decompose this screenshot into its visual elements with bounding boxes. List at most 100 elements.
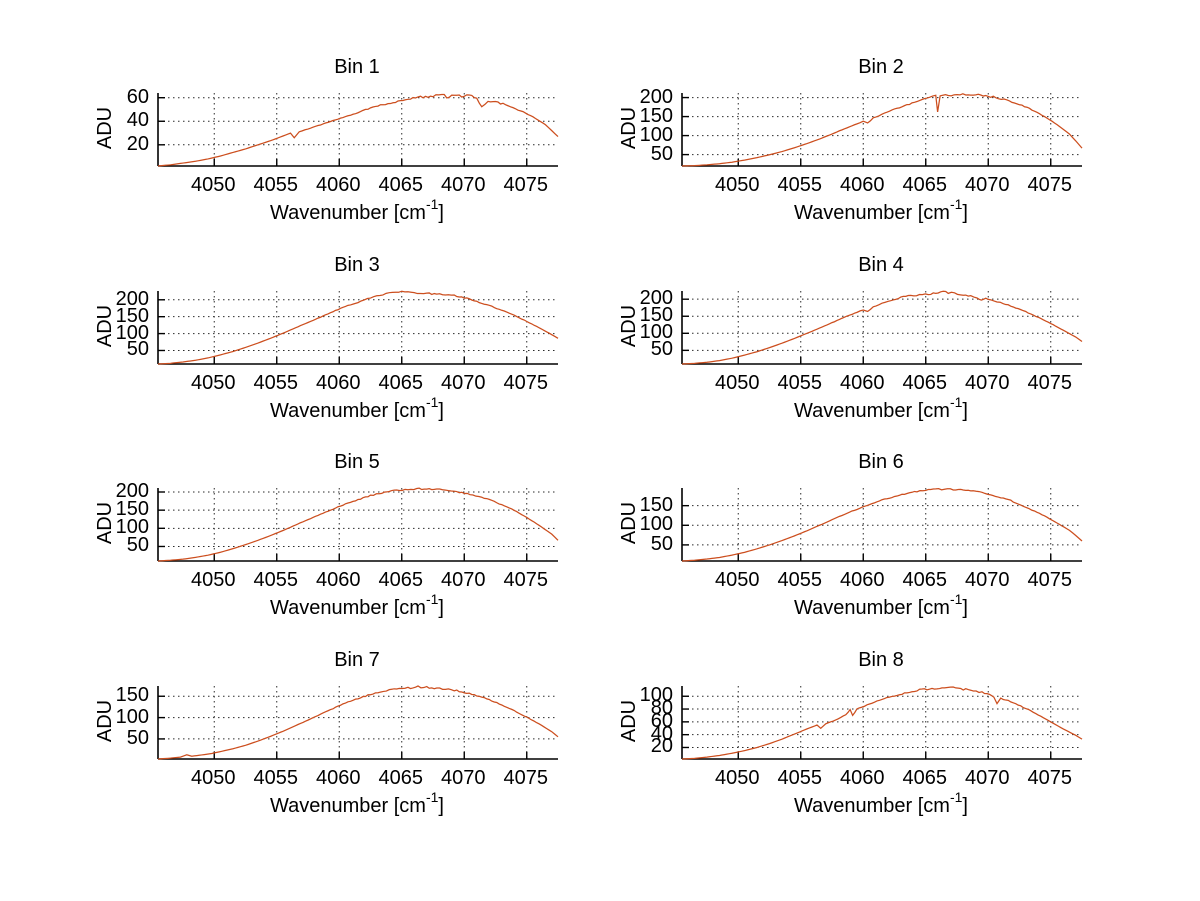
plot-area <box>681 290 1083 365</box>
x-axis-label-exponent: -1 <box>425 394 439 411</box>
x-tick-label: 4065 <box>902 767 948 789</box>
y-tick-label: 150 <box>639 493 673 516</box>
x-tick-labels: 4050 4055 4060 4065 4070 4075 <box>681 371 1081 395</box>
y-tick-label: 50 <box>126 726 149 749</box>
y-tick-label: 50 <box>650 142 673 165</box>
y-tick-label: 40 <box>650 722 673 745</box>
x-tick-label: 4055 <box>777 767 823 789</box>
x-tick-label: 4055 <box>777 174 823 196</box>
y-tick-label: 50 <box>126 338 149 361</box>
chart-title: Bin 8 <box>858 649 904 671</box>
y-tick-label: 20 <box>126 132 149 155</box>
subplot-bin-2: Bin 2 ADU 50 100 150 200 4050 4055 4060 4065 40… <box>561 52 1101 224</box>
x-axis-label-bracket: ] <box>438 400 444 422</box>
x-axis-label-exponent: -1 <box>425 591 439 608</box>
y-tick-labels: 50 100 150 200 <box>561 287 673 363</box>
x-tick-label: 4070 <box>441 767 486 789</box>
y-tick-label: 20 <box>650 735 673 758</box>
spectrum-line <box>157 487 559 562</box>
subplot-bin-6: Bin 6 ADU 50 100 150 4050 4055 4060 4065 4070 4… <box>561 447 1101 619</box>
chart-title: Bin 2 <box>858 56 904 78</box>
x-axis-label-text: Wavenumber [cm <box>270 597 426 619</box>
x-axis-label-exponent: -1 <box>425 196 439 213</box>
plot-area <box>157 685 559 760</box>
x-axis-label-bracket: ] <box>438 202 444 224</box>
chart-title: Bin 3 <box>334 254 380 276</box>
y-tick-label: 150 <box>115 684 149 707</box>
x-tick-labels: 4050 4055 4060 4065 4070 4075 <box>681 568 1081 592</box>
x-tick-labels: 4050 4055 4060 4065 4070 4075 <box>157 766 557 790</box>
x-tick-label: 4060 <box>316 569 361 591</box>
spectrum-line <box>681 686 1083 760</box>
y-tick-label: 100 <box>115 321 149 344</box>
y-tick-label: 200 <box>115 287 149 310</box>
x-axis-label: Wavenumber [cm-1] <box>157 592 557 625</box>
y-tick-labels: 50 100 150 200 <box>561 86 673 165</box>
y-tick-label: 200 <box>115 480 149 502</box>
x-tick-label: 4075 <box>503 174 549 196</box>
x-axis-label-text: Wavenumber [cm <box>270 400 426 422</box>
y-tick-label: 150 <box>115 304 149 327</box>
x-axis-label-text: Wavenumber [cm <box>794 597 950 619</box>
x-tick-label: 4055 <box>253 767 299 789</box>
x-axis-label-text: Wavenumber [cm <box>794 202 950 224</box>
y-tick-label: 60 <box>126 85 149 108</box>
y-tick-label: 50 <box>126 534 149 557</box>
y-tick-labels: 50 100 150 <box>37 684 149 758</box>
x-tick-labels: 4050 4055 4060 4065 4070 4075 <box>157 371 557 395</box>
subplot-bin-7: Bin 7 ADU 50 100 150 4050 4055 4060 4065 4070 4… <box>37 645 577 817</box>
x-axis-label-bracket: ] <box>962 597 968 619</box>
y-tick-label: 50 <box>650 532 673 555</box>
x-tick-label: 4070 <box>965 767 1010 789</box>
x-axis-label: Wavenumber [cm-1] <box>157 790 557 823</box>
plot-area <box>157 290 559 365</box>
x-tick-label: 4060 <box>316 372 361 394</box>
x-tick-label: 4065 <box>902 372 948 394</box>
x-tick-label: 4075 <box>503 372 549 394</box>
x-tick-label: 4050 <box>715 569 760 591</box>
x-tick-label: 4065 <box>378 569 424 591</box>
x-tick-label: 4070 <box>965 569 1010 591</box>
y-tick-labels: 50 100 150 <box>561 487 673 560</box>
chart-title: Bin 4 <box>858 254 904 276</box>
x-tick-label: 4070 <box>441 372 486 394</box>
x-tick-label: 4065 <box>902 174 948 196</box>
x-axis-label: Wavenumber [cm-1] <box>681 592 1081 625</box>
y-tick-label: 100 <box>639 123 673 146</box>
chart-title: Bin 5 <box>334 451 380 473</box>
y-tick-label: 100 <box>639 513 673 536</box>
x-tick-label: 4070 <box>965 372 1010 394</box>
x-tick-label: 4075 <box>503 767 549 789</box>
x-tick-label: 4065 <box>378 372 424 394</box>
y-tick-labels: 20 40 60 <box>37 86 149 165</box>
x-axis-label: Wavenumber [cm-1] <box>681 395 1081 428</box>
x-tick-label: 4060 <box>316 174 361 196</box>
x-tick-labels: 4050 4055 4060 4065 4070 4075 <box>157 568 557 592</box>
x-tick-label: 4075 <box>1027 372 1073 394</box>
x-tick-label: 4050 <box>191 767 236 789</box>
subplot-bin-3: Bin 3 ADU 50 100 150 200 4050 4055 4060 4065 40… <box>37 250 577 422</box>
y-tick-labels: 20 40 60 80 100 <box>561 684 673 758</box>
y-tick-label: 200 <box>639 85 673 108</box>
chart-title: Bin 1 <box>334 56 380 78</box>
y-tick-label: 40 <box>126 109 149 132</box>
x-tick-label: 4055 <box>253 569 299 591</box>
subplot-bin-1: Bin 1 ADU 20 40 60 4050 4055 4060 4065 4070 407… <box>37 52 577 224</box>
x-axis-label-text: Wavenumber [cm <box>794 400 950 422</box>
x-tick-label: 4055 <box>777 569 823 591</box>
x-axis-label-exponent: -1 <box>425 789 439 806</box>
x-axis-label-exponent: -1 <box>949 591 963 608</box>
y-tick-labels: 50 100 150 200 <box>37 287 149 363</box>
x-tick-label: 4070 <box>441 174 486 196</box>
x-tick-labels: 4050 4055 4060 4065 4070 4075 <box>157 173 557 197</box>
plot-area <box>157 93 559 167</box>
x-tick-label: 4075 <box>1027 767 1073 789</box>
x-tick-labels: 4050 4055 4060 4065 4070 4075 <box>681 766 1081 790</box>
x-tick-label: 4060 <box>316 767 361 789</box>
x-tick-label: 4050 <box>191 372 236 394</box>
y-tick-label: 200 <box>639 287 673 310</box>
spectrum-line <box>157 290 559 365</box>
y-tick-label: 150 <box>115 498 149 521</box>
x-axis-label-bracket: ] <box>438 795 444 817</box>
x-axis-label: Wavenumber [cm-1] <box>681 790 1081 823</box>
